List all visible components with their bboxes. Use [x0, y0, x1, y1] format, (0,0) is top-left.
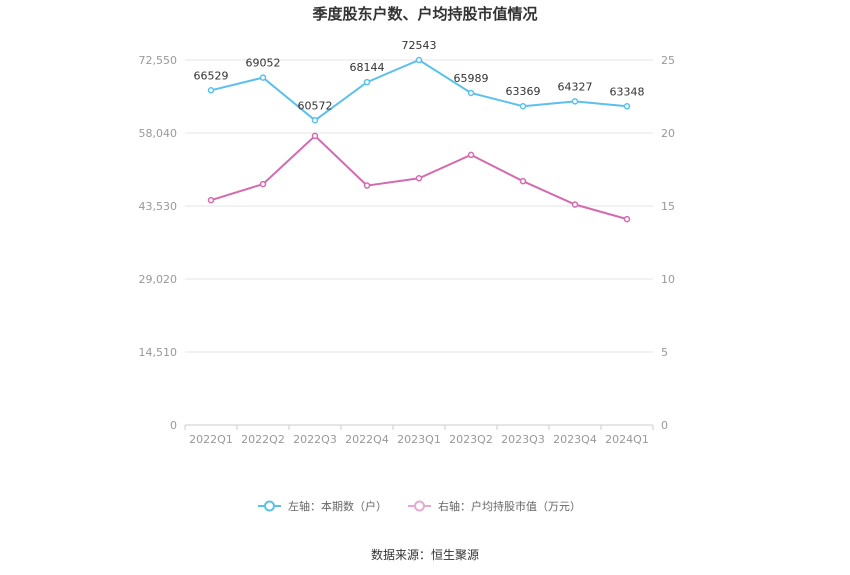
data-point — [259, 74, 267, 81]
x-tick-label: 2023Q4 — [553, 433, 597, 446]
legend-label: 左轴：本期数（户） — [288, 499, 387, 513]
data-point — [363, 182, 371, 189]
left-tick-label: 0 — [170, 419, 177, 432]
data-point — [571, 98, 579, 105]
data-point — [207, 196, 215, 204]
right-tick-label: 15 — [661, 200, 675, 213]
left-tick-label: 29,020 — [139, 273, 178, 286]
right-tick-label: 25 — [661, 54, 675, 67]
x-tick-label: 2023Q3 — [501, 433, 545, 446]
data-point — [467, 89, 475, 97]
gridlines — [185, 59, 653, 426]
x-axis: 2022Q1 2022Q2 2022Q3 2022Q4 2023Q1 2023Q2 2023… — [184, 425, 654, 446]
right-tick-label: 20 — [661, 127, 675, 140]
legend-marker-icon — [264, 500, 275, 512]
right-axis-ticks: 0 5 10 15 20 25 — [661, 54, 675, 432]
data-point — [571, 201, 579, 208]
data-label: 60572 — [298, 99, 333, 112]
data-point — [519, 177, 527, 185]
data-label: 65989 — [454, 72, 489, 85]
data-point — [415, 56, 423, 64]
data-point — [467, 151, 475, 159]
legend-label: 右轴：户均持股市值（万元） — [438, 499, 581, 513]
left-tick-label: 72,550 — [139, 54, 178, 67]
legend-item-left[interactable]: 左轴：本期数（户） — [258, 499, 387, 513]
x-tick-label: 2022Q4 — [345, 433, 389, 446]
x-tick-label: 2022Q1 — [189, 433, 233, 446]
right-tick-label: 5 — [661, 346, 668, 359]
chart-title: 季度股东户数、户均持股市值情况 — [312, 5, 537, 23]
data-label: 66529 — [194, 69, 229, 82]
x-tick-label: 2023Q2 — [449, 433, 493, 446]
x-tick-label: 2023Q1 — [397, 433, 441, 446]
legend-item-right[interactable]: 右轴：户均持股市值（万元） — [408, 499, 581, 513]
data-label: 63369 — [506, 85, 541, 98]
left-axis-ticks: 0 14,510 29,020 43,530 58,040 72,550 — [139, 54, 178, 432]
right-tick-label: 0 — [661, 419, 668, 432]
left-tick-label: 43,530 — [139, 200, 178, 213]
source-note: 数据来源：恒生聚源 — [371, 547, 479, 562]
x-tick-label: 2024Q1 — [605, 433, 649, 446]
data-point — [311, 132, 319, 140]
data-label: 69052 — [246, 57, 281, 70]
data-point — [207, 87, 215, 94]
data-label: 72543 — [402, 39, 437, 52]
x-tick-label: 2022Q2 — [241, 433, 285, 446]
data-point — [519, 102, 527, 110]
data-point — [311, 117, 319, 124]
x-tick-label: 2022Q3 — [293, 433, 337, 446]
data-point — [259, 180, 267, 188]
data-label: 64327 — [558, 80, 593, 93]
left-tick-label: 14,510 — [139, 346, 178, 359]
legend[interactable]: 左轴：本期数（户） 右轴：户均持股市值（万元） — [258, 499, 581, 513]
data-label: 63348 — [610, 85, 645, 98]
series-layer: 66529 69052 60572 68144 72543 65989 63369 64327… — [194, 39, 645, 223]
right-tick-label: 10 — [661, 273, 675, 286]
data-point — [415, 175, 423, 182]
data-point — [623, 103, 631, 110]
legend-marker-icon — [414, 500, 425, 512]
data-point — [623, 215, 631, 223]
data-point — [363, 78, 371, 86]
left-tick-label: 58,040 — [139, 127, 178, 140]
data-label: 68144 — [350, 61, 385, 74]
